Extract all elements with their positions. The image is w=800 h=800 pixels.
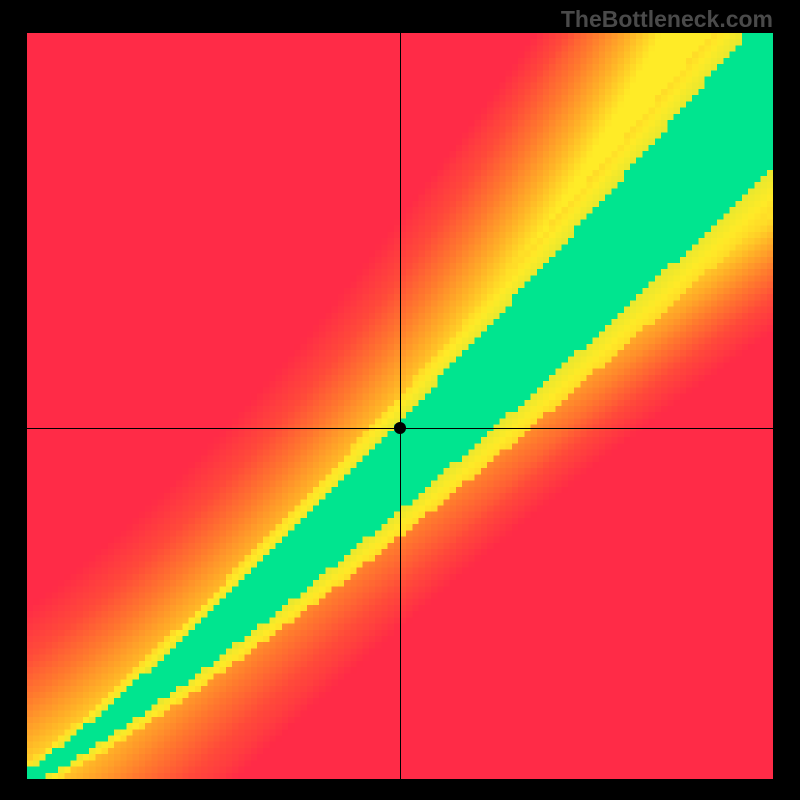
crosshair-vertical bbox=[400, 33, 401, 779]
watermark-text: TheBottleneck.com bbox=[561, 6, 773, 33]
chart-container: { "watermark": { "text": "TheBottleneck.… bbox=[0, 0, 800, 800]
